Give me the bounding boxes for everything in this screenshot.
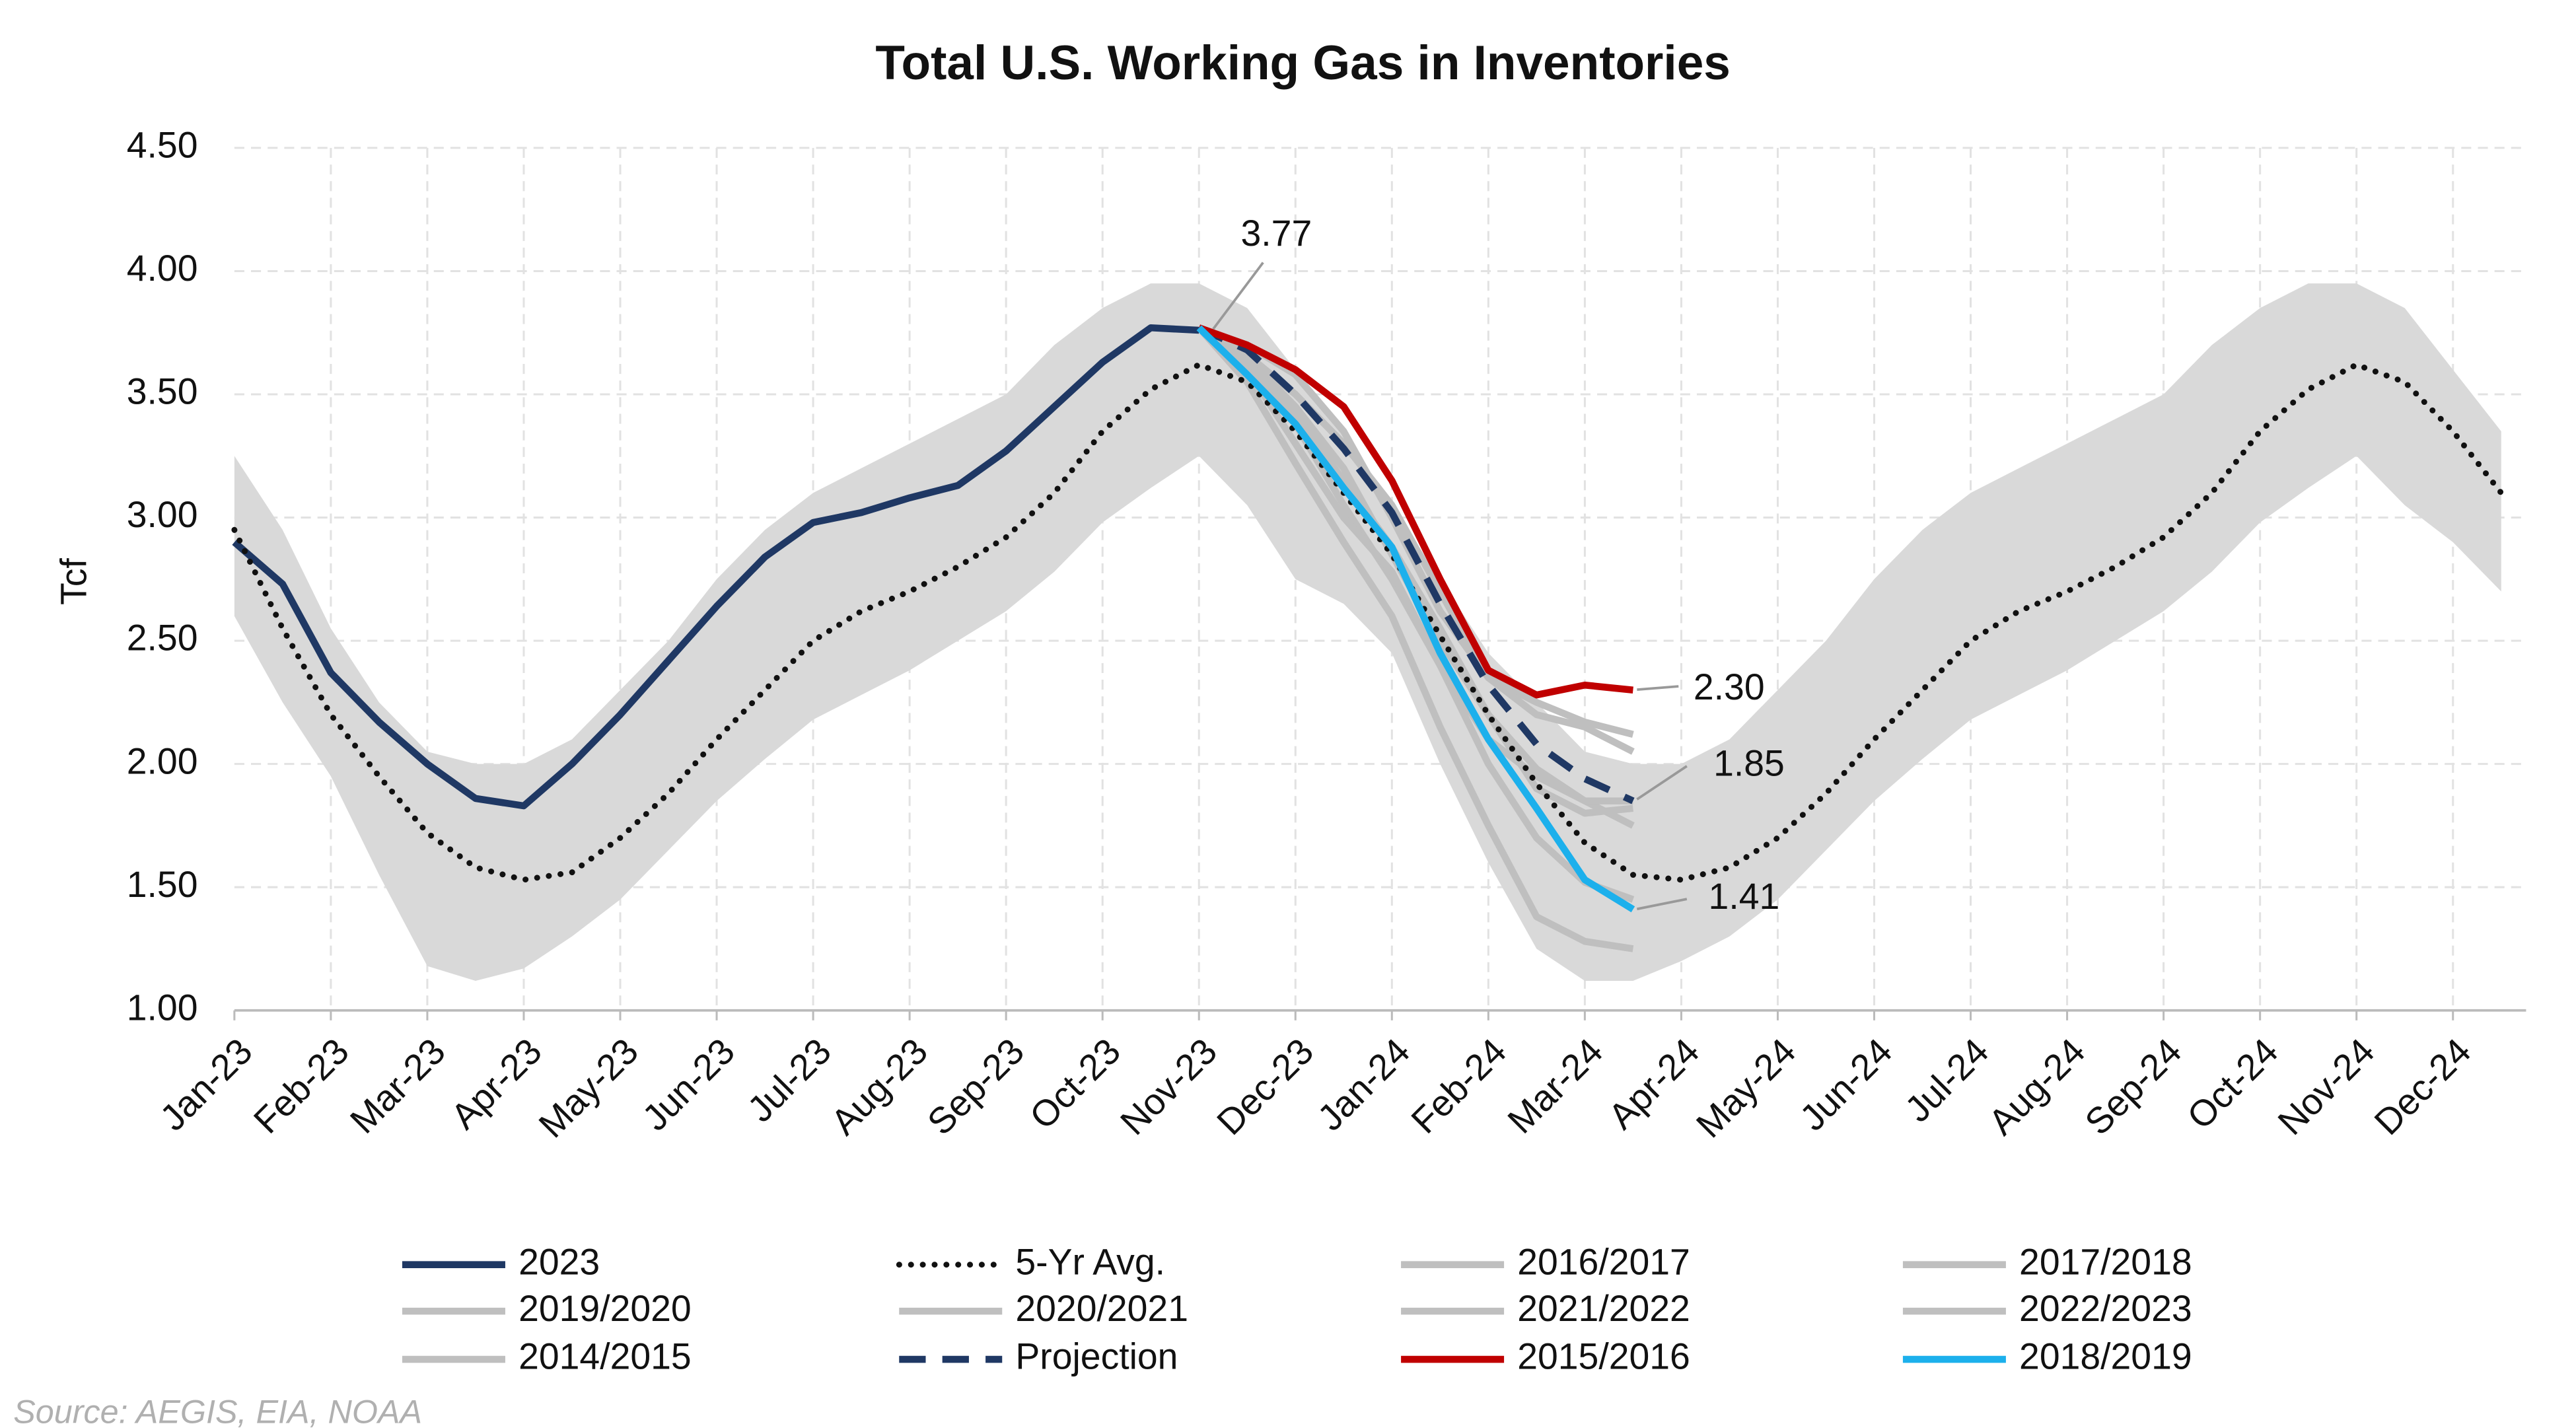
series-line — [1197, 325, 1633, 817]
x-tick-label: Mar-23 — [342, 1030, 453, 1141]
y-tick-label: 2.50 — [127, 618, 198, 659]
x-tick-label: Jan-23 — [152, 1030, 260, 1139]
y-tick-label: 1.50 — [127, 864, 198, 905]
x-tick-label: Oct-24 — [2179, 1030, 2285, 1137]
leader-line — [1636, 898, 1688, 911]
legend-label: 2019/2020 — [519, 1288, 692, 1329]
series-line — [232, 324, 1199, 810]
x-tick-label: May-24 — [1688, 1030, 1803, 1145]
plot-area: 1.001.502.002.503.003.504.004.50Jan-23Fe… — [127, 125, 2526, 1145]
x-tick-label: Jun-24 — [1792, 1030, 1900, 1139]
legend-label: 2022/2023 — [2019, 1288, 2192, 1329]
x-tick-label: Jun-23 — [634, 1030, 742, 1139]
legend-label: 2018/2019 — [2019, 1336, 2192, 1377]
x-tick-label: May-23 — [531, 1030, 646, 1145]
x-tick-label: Feb-23 — [246, 1030, 357, 1141]
legend-label: Projection — [1015, 1336, 1178, 1377]
legend-label: 2015/2016 — [1517, 1336, 1690, 1377]
x-tick-label: Apr-23 — [443, 1030, 550, 1137]
annotation: 1.41 — [1709, 876, 1780, 917]
x-tick-label: Nov-24 — [2270, 1030, 2382, 1143]
y-tick-label: 1.00 — [127, 987, 198, 1028]
legend-label: 2023 — [519, 1241, 600, 1282]
x-tick-label: Jan-24 — [1310, 1030, 1418, 1139]
x-tick-label: Aug-23 — [823, 1030, 935, 1143]
x-tick-label: Sep-24 — [2077, 1030, 2190, 1143]
series-line — [1198, 324, 1633, 699]
annotation: 1.85 — [1713, 743, 1785, 784]
leader-line — [1637, 685, 1679, 692]
series-line — [1196, 325, 1634, 952]
legend-label: 2014/2015 — [519, 1336, 692, 1377]
x-tick-label: Dec-23 — [1209, 1030, 1321, 1143]
y-tick-label: 4.00 — [127, 248, 198, 289]
y-tick-label: 3.50 — [127, 371, 198, 412]
x-tick-label: Feb-24 — [1403, 1030, 1514, 1141]
x-tick-label: Apr-24 — [1600, 1030, 1707, 1137]
legend-label: 2021/2022 — [1517, 1288, 1690, 1329]
range-band — [234, 283, 2501, 981]
x-tick-label: Nov-23 — [1112, 1030, 1225, 1143]
x-tick-label: Mar-24 — [1500, 1030, 1611, 1141]
x-tick-label: Dec-24 — [2367, 1030, 2479, 1143]
annotation: 2.30 — [1694, 666, 1765, 707]
annotation: 3.77 — [1241, 213, 1312, 254]
chart-title: Total U.S. Working Gas in Inventories — [875, 36, 1730, 90]
x-tick-label: Sep-23 — [919, 1030, 1032, 1143]
y-tick-label: 2.00 — [127, 740, 198, 781]
legend-label: 5-Yr Avg. — [1015, 1241, 1165, 1282]
series-line — [1196, 325, 1633, 804]
legend-label: 2016/2017 — [1517, 1241, 1690, 1282]
leader-line — [1636, 765, 1688, 801]
series-line — [1198, 324, 1635, 804]
y-tick-label: 3.00 — [127, 494, 198, 535]
series-line — [231, 361, 2505, 883]
legend-label: 2020/2021 — [1015, 1288, 1188, 1329]
annotations: 3.77 2.30 1.85 1.41 — [1212, 213, 1785, 917]
x-tick-label: Aug-24 — [1980, 1030, 2093, 1143]
x-tick-label: Oct-23 — [1022, 1030, 1128, 1137]
source-note: Source: AEGIS, EIA, NOAA — [13, 1392, 422, 1428]
legend-label: 2017/2018 — [2019, 1241, 2192, 1282]
legend: 2023 5-Yr Avg. 2016/2017 2017/2018 2019/2020… — [402, 1241, 2192, 1377]
y-axis-label: Tcf — [53, 558, 94, 605]
y-tick-label: 4.50 — [127, 125, 198, 166]
leader-line — [1212, 262, 1264, 330]
series-line — [1196, 325, 1635, 913]
